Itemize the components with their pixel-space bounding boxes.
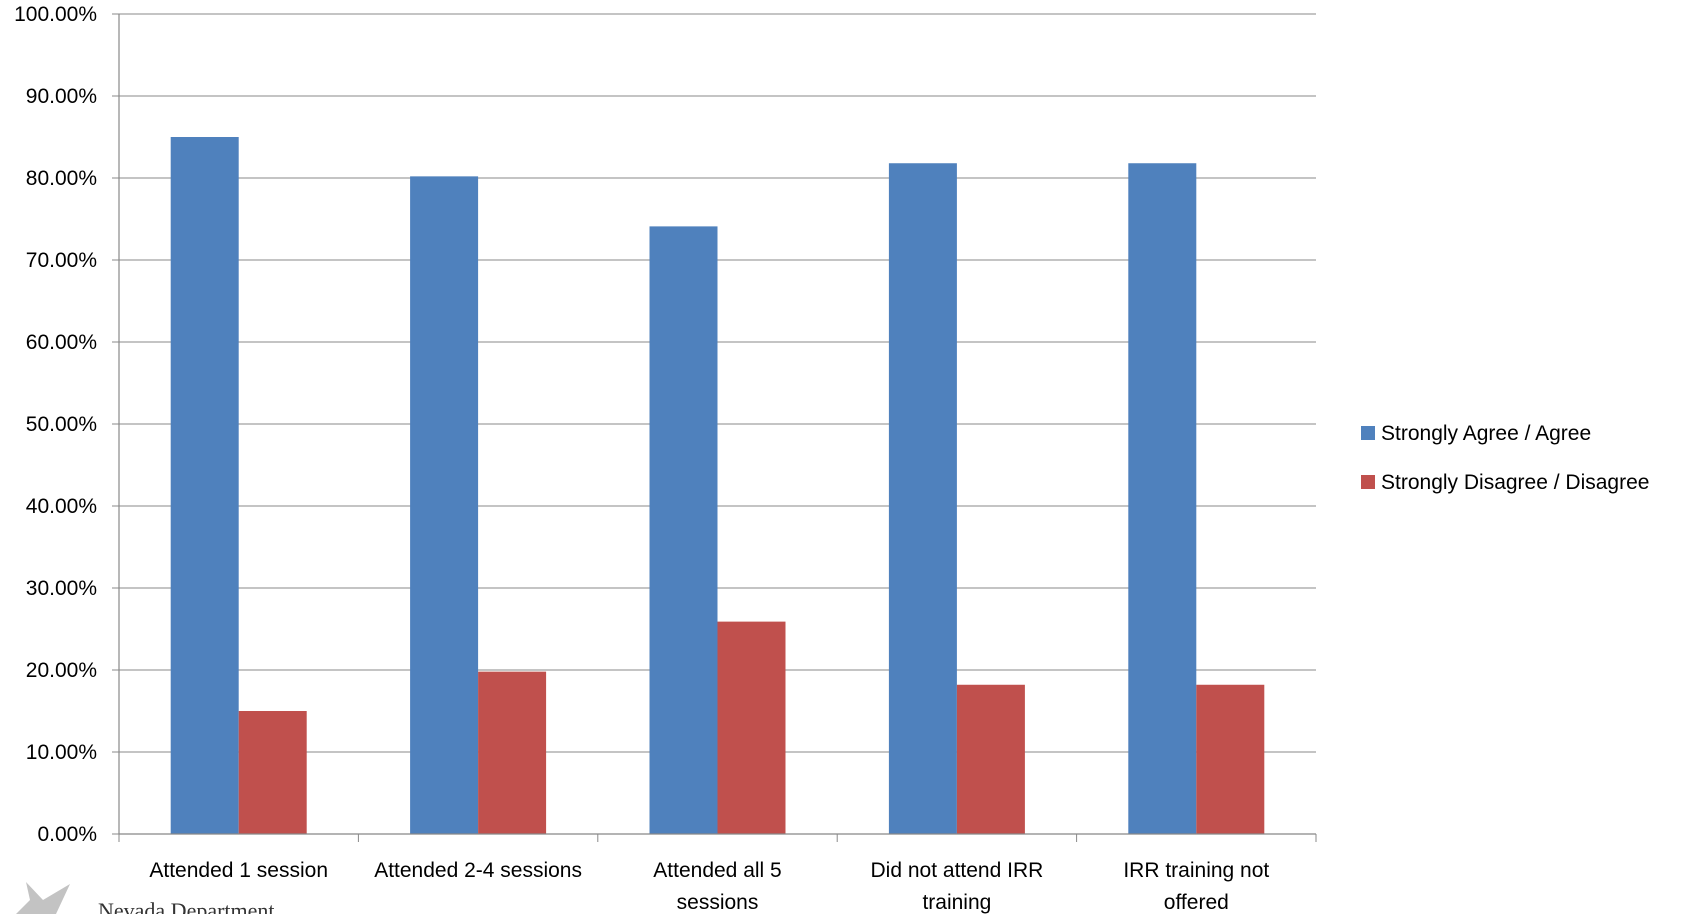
- y-tick-label: 20.00%: [26, 659, 97, 682]
- bar-disagree: [238, 711, 307, 834]
- legend-label: Strongly Disagree / Disagree: [1381, 471, 1649, 494]
- legend-swatch: [1361, 426, 1375, 440]
- x-tick-label: Attended all 5: [653, 859, 781, 882]
- x-tick-label: training: [922, 891, 991, 914]
- legend-label: Strongly Agree / Agree: [1381, 422, 1591, 445]
- y-tick-label: 70.00%: [26, 249, 97, 272]
- x-tick-label: Attended 1 session: [149, 859, 328, 882]
- y-tick-label: 60.00%: [26, 331, 97, 354]
- y-tick-label: 40.00%: [26, 495, 97, 518]
- axes: [112, 13, 1317, 842]
- bar-agree: [170, 137, 239, 834]
- legend: Strongly Agree / Agree Strongly Disagree …: [1361, 422, 1649, 494]
- y-tick-label: 100.00%: [14, 3, 97, 26]
- legend-swatch: [1361, 475, 1375, 489]
- x-tick-labels: Attended 1 session Attended 2-4 sessions A…: [149, 859, 1269, 914]
- y-tick-label: 30.00%: [26, 577, 97, 600]
- bar-agree: [410, 176, 479, 835]
- watermark-logo: Nevada Department: [16, 882, 275, 919]
- star-logo-icon: [16, 882, 70, 914]
- y-tick-label: 50.00%: [26, 413, 97, 436]
- y-tick-label: 80.00%: [26, 167, 97, 190]
- x-tick-label: IRR training not: [1123, 859, 1269, 882]
- bar-disagree: [1196, 684, 1265, 834]
- bars: [170, 137, 1265, 835]
- y-tick-labels: 0.00% 10.00% 20.00% 30.00% 40.00% 50.00% 60.00…: [14, 3, 97, 846]
- watermark-text: Nevada Department: [98, 898, 275, 914]
- x-tick-label: sessions: [677, 891, 759, 914]
- x-tick-label: Did not attend IRR: [871, 859, 1044, 882]
- bar-disagree: [956, 684, 1025, 834]
- y-tick-label: 90.00%: [26, 85, 97, 108]
- y-tick-label: 0.00%: [37, 823, 97, 846]
- y-tick-label: 10.00%: [26, 741, 97, 764]
- x-tick-label: Attended 2-4 sessions: [374, 859, 582, 882]
- bar-disagree: [717, 621, 786, 834]
- bar-agree: [888, 163, 957, 835]
- bar-agree: [1128, 163, 1197, 835]
- x-tick-label: offered: [1164, 891, 1229, 914]
- bar-agree: [649, 226, 718, 834]
- bar-disagree: [478, 671, 547, 834]
